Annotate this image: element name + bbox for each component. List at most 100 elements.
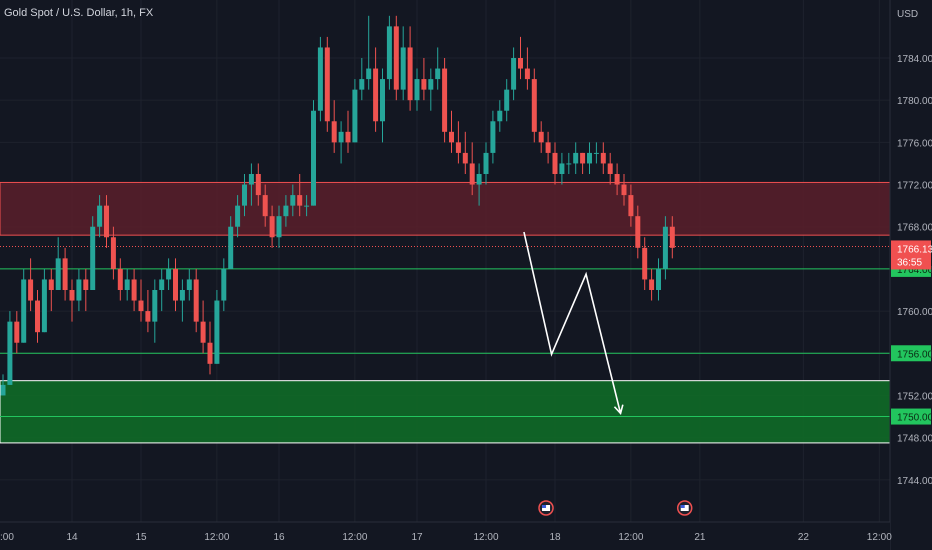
candle-body[interactable] (421, 79, 427, 90)
candle-body[interactable] (173, 268, 178, 301)
candle-body[interactable] (642, 247, 648, 280)
candle-body[interactable] (538, 131, 544, 143)
candle-body[interactable] (352, 89, 358, 143)
candle-body[interactable] (62, 258, 68, 290)
candle-body[interactable] (290, 195, 296, 206)
candle-body[interactable] (393, 26, 399, 90)
resistance-zone[interactable] (0, 181, 891, 236)
candle-body[interactable] (41, 279, 47, 333)
candle-body[interactable] (552, 152, 558, 174)
candle-body[interactable] (179, 290, 185, 301)
candle-body[interactable] (7, 321, 13, 385)
candle-body[interactable] (110, 237, 116, 269)
candle-body[interactable] (186, 279, 192, 290)
candle-body[interactable] (117, 268, 123, 290)
candle-body[interactable] (207, 342, 213, 364)
candle-body[interactable] (386, 26, 392, 80)
candle-body[interactable] (573, 152, 579, 164)
candle-body[interactable] (662, 226, 668, 269)
candle-body[interactable] (593, 152, 599, 154)
candle-body[interactable] (104, 205, 109, 238)
candle-body[interactable] (566, 163, 572, 165)
support-zone[interactable] (0, 380, 891, 444)
candle-body[interactable] (635, 216, 641, 248)
candle-body[interactable] (338, 131, 344, 143)
candle-body[interactable] (311, 110, 316, 206)
candle-body[interactable] (483, 152, 489, 174)
candle-body[interactable] (214, 300, 220, 364)
candle-body[interactable] (649, 279, 655, 290)
candle-body[interactable] (400, 47, 406, 90)
candle-body[interactable] (600, 152, 606, 164)
candle-body[interactable] (580, 152, 586, 164)
candle-body[interactable] (524, 68, 530, 80)
candle-body[interactable] (317, 47, 323, 111)
candle-body[interactable] (304, 205, 310, 207)
candle-body[interactable] (131, 279, 137, 301)
candle-body[interactable] (359, 79, 365, 90)
candle-body[interactable] (366, 68, 372, 80)
candle-body[interactable] (324, 47, 330, 122)
candle-body[interactable] (35, 300, 40, 333)
candle-body[interactable] (587, 152, 592, 164)
candle-body[interactable] (462, 152, 468, 164)
candle-body[interactable] (614, 174, 620, 185)
candle-body[interactable] (531, 79, 537, 132)
candle-body[interactable] (449, 131, 454, 143)
candle-body[interactable] (166, 268, 172, 280)
candle-body[interactable] (476, 174, 482, 185)
candle-body[interactable] (228, 226, 234, 269)
candle-body[interactable] (373, 68, 379, 122)
candle-body[interactable] (55, 258, 61, 290)
candle-body[interactable] (28, 279, 34, 301)
candle-body[interactable] (497, 110, 503, 122)
candle-body[interactable] (407, 47, 413, 101)
candle-body[interactable] (145, 311, 151, 322)
candle-body[interactable] (0, 384, 6, 396)
candle-body[interactable] (545, 142, 551, 153)
candle-body[interactable] (262, 195, 268, 217)
candle-body[interactable] (455, 142, 461, 153)
candle-body[interactable] (656, 268, 661, 290)
candle-body[interactable] (21, 279, 27, 343)
candle-body[interactable] (69, 290, 75, 301)
candle-body[interactable] (331, 121, 337, 143)
candle-body[interactable] (83, 279, 89, 290)
candle-body[interactable] (124, 279, 130, 290)
candle-body[interactable] (428, 79, 434, 90)
candle-body[interactable] (607, 163, 613, 174)
candle-body[interactable] (138, 300, 144, 312)
candle-body[interactable] (490, 121, 496, 153)
candle-body[interactable] (76, 279, 82, 301)
candle-body[interactable] (269, 216, 275, 238)
candle-body[interactable] (435, 68, 441, 80)
candle-body[interactable] (200, 321, 206, 343)
candle-body[interactable] (504, 89, 510, 111)
time-axis[interactable] (0, 522, 890, 550)
candle-body[interactable] (248, 174, 254, 185)
candle-body[interactable] (621, 184, 627, 196)
candle-body[interactable] (242, 184, 247, 206)
candle-body[interactable] (152, 290, 158, 322)
candle-body[interactable] (193, 279, 199, 322)
candle-body[interactable] (90, 226, 96, 290)
projection-path[interactable] (523, 231, 622, 414)
candle-body[interactable] (276, 216, 282, 238)
candle-body[interactable] (48, 279, 54, 290)
candle-body[interactable] (255, 174, 261, 196)
candle-body[interactable] (14, 321, 20, 343)
candle-body[interactable] (414, 79, 420, 101)
candle-body[interactable] (559, 163, 565, 174)
candle-body[interactable] (345, 131, 351, 143)
candle-body[interactable] (669, 226, 675, 248)
candle-body[interactable] (442, 68, 448, 132)
candle-body[interactable] (159, 279, 165, 290)
candle-body[interactable] (628, 195, 634, 217)
candle-body[interactable] (97, 205, 103, 227)
candle-body[interactable] (283, 205, 289, 217)
candle-body[interactable] (518, 58, 523, 69)
candle-body[interactable] (511, 58, 517, 90)
candle-body[interactable] (469, 163, 475, 185)
candle-body[interactable] (380, 79, 385, 122)
